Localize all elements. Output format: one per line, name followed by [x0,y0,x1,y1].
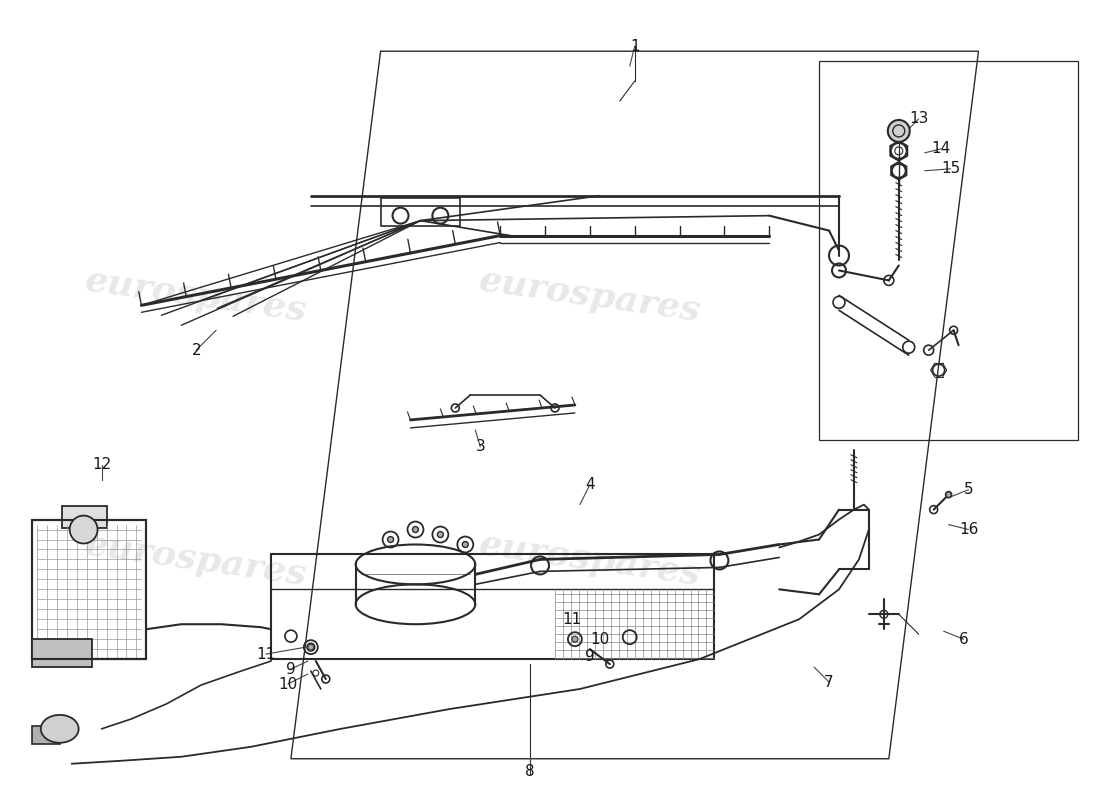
Text: 13: 13 [909,111,928,126]
Text: 10: 10 [591,632,609,646]
Text: 11: 11 [562,612,582,626]
Text: 4: 4 [585,478,595,492]
Circle shape [387,537,394,542]
Text: eurospares: eurospares [84,263,309,328]
Bar [32,639,91,667]
Circle shape [69,515,98,543]
Bar [32,519,146,659]
Circle shape [438,531,443,538]
Text: 16: 16 [959,522,978,537]
Circle shape [888,120,910,142]
Text: eurospares: eurospares [84,527,309,592]
Bar [271,554,714,659]
Text: 9: 9 [286,662,296,677]
Bar [62,506,107,527]
Text: eurospares: eurospares [476,263,703,328]
Circle shape [946,492,952,498]
Text: 9: 9 [585,649,595,664]
Circle shape [412,526,418,533]
Circle shape [462,542,469,547]
Bar [381,198,460,226]
Bar [32,519,146,659]
Text: 11: 11 [256,646,276,662]
Text: 8: 8 [526,764,535,779]
Text: 15: 15 [940,162,960,176]
Text: eurospares: eurospares [476,527,703,592]
Text: 1: 1 [630,38,639,54]
Text: 7: 7 [824,674,834,690]
Text: 6: 6 [959,632,968,646]
Circle shape [308,644,314,650]
Circle shape [572,636,578,642]
Text: 10: 10 [278,677,297,691]
Bar [32,726,59,744]
Text: 2: 2 [191,342,201,358]
Text: 3: 3 [475,439,485,454]
Text: 12: 12 [92,458,111,472]
Ellipse shape [41,715,78,743]
Text: 14: 14 [931,142,950,156]
Text: 5: 5 [964,482,974,497]
